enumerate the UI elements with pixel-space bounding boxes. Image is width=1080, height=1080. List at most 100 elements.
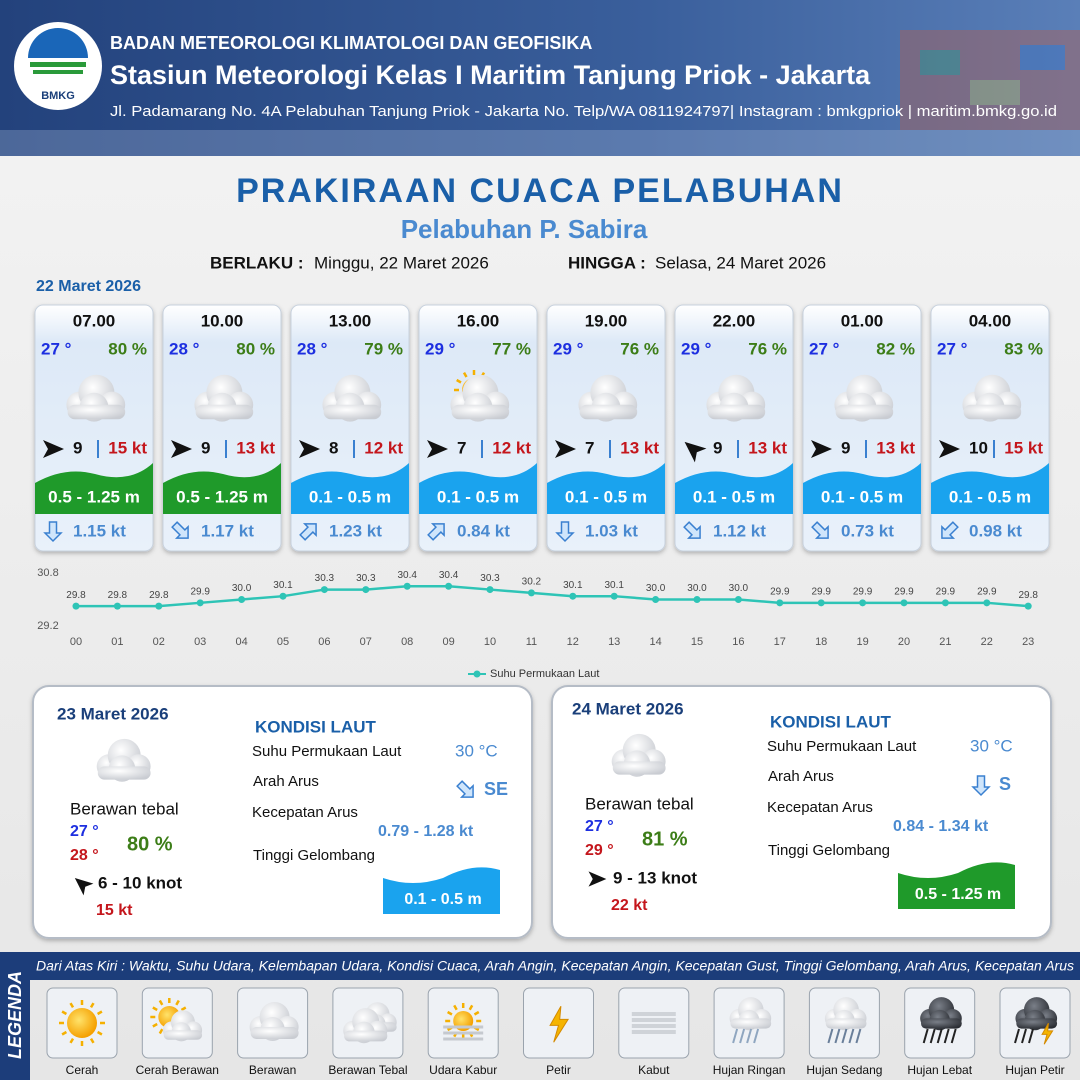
sst-value-label: 30.0 — [232, 583, 252, 594]
wave — [675, 463, 793, 514]
x-tick-label: 05 — [277, 636, 289, 648]
cloud-icon — [1015, 997, 1058, 1031]
sun-ray — [89, 1002, 95, 1009]
rain-drop — [936, 1028, 943, 1044]
rain-drop — [1021, 1028, 1027, 1044]
legend-item: Hujan Petir — [1005, 1063, 1064, 1077]
speed-label: Kecepatan Arus — [252, 804, 358, 821]
rain-drop — [922, 1028, 929, 1044]
humidity: 79 % — [364, 339, 403, 358]
current-arrow — [811, 521, 829, 539]
direction: S — [999, 774, 1011, 794]
sst-value-label: 29.8 — [66, 590, 86, 601]
cloud-icon — [249, 1002, 299, 1041]
x-tick-label: 07 — [360, 636, 372, 648]
current-arrow — [171, 521, 189, 539]
time: 13.00 — [329, 311, 372, 330]
sst-value-label: 30.2 — [522, 577, 542, 588]
x-tick-label: 17 — [774, 636, 786, 648]
sst-value-label: 30.1 — [273, 580, 293, 591]
sst-value-label: 29.8 — [108, 590, 128, 601]
rain-drop — [848, 1028, 855, 1044]
sea-title: KONDISI LAUT — [770, 712, 892, 731]
humidity: 80 % — [236, 339, 275, 358]
current-speed: 0.73 kt — [841, 521, 894, 540]
wave-height: 0.1 - 0.5 m — [693, 487, 775, 506]
wave — [35, 463, 153, 514]
valid-to-label: HINGGA : — [568, 253, 646, 272]
sun-ray — [61, 1030, 68, 1036]
cloud-base — [451, 404, 510, 420]
current-arrow — [683, 521, 701, 539]
gust: 15 kt — [108, 438, 147, 457]
wind-speed: 7 — [457, 438, 466, 457]
cloud-base — [921, 1018, 962, 1029]
rain-drop — [929, 1028, 936, 1044]
gust: 13 kt — [620, 438, 659, 457]
legend-marker — [473, 670, 481, 678]
logo-stripe — [30, 62, 86, 67]
valid-from: Minggu, 22 Maret 2026 — [314, 253, 489, 272]
wave — [931, 463, 1049, 514]
legend-description: Dari Atas Kiri : Waktu, Suhu Udara, Kele… — [36, 959, 1074, 974]
air-temp: 29 ° — [553, 339, 584, 358]
air-temp: 29 ° — [425, 339, 456, 358]
sst-point — [817, 599, 825, 607]
direction-label: Arah Arus — [253, 773, 319, 790]
humidity: 82 % — [876, 339, 915, 358]
logo-text: BMKG — [41, 90, 75, 102]
cloud-base — [323, 404, 382, 420]
wind-arrow — [43, 440, 64, 458]
condition: Berawan tebal — [585, 794, 694, 813]
today-date: 22 Maret 2026 — [36, 278, 141, 295]
current-arrow — [971, 775, 991, 797]
wind-arrow-shape — [74, 877, 94, 896]
sun-ray — [446, 1010, 453, 1016]
sea-title: KONDISI LAUT — [255, 717, 377, 736]
sun-ray — [61, 1010, 68, 1016]
x-tick-label: 23 — [1022, 636, 1034, 648]
time: 16.00 — [457, 311, 500, 330]
sst-point — [610, 592, 618, 600]
wind-arrow — [588, 871, 607, 887]
sst-value-label: 29.8 — [1018, 590, 1038, 601]
station-name: Stasiun Meteorologi Kelas I Maritim Tanj… — [110, 60, 871, 90]
sst-value-label: 29.9 — [894, 586, 914, 597]
sst-point — [776, 599, 784, 607]
current-arrow — [941, 521, 959, 539]
wave — [163, 463, 281, 514]
cloud-icon — [343, 1008, 388, 1044]
day-date: 23 Maret 2026 — [57, 704, 169, 723]
gust: 13 kt — [748, 438, 787, 457]
cloud-base — [344, 1030, 388, 1042]
legend-box — [618, 987, 690, 1059]
gust: 22 kt — [611, 897, 648, 914]
sun-ray — [96, 1010, 103, 1016]
sst-point — [900, 599, 908, 607]
wind-speed: 10 — [969, 438, 988, 457]
rain-drop — [827, 1028, 834, 1044]
current-arrow-shape — [811, 521, 829, 539]
direction: SE — [484, 779, 508, 799]
sst-point — [486, 586, 494, 594]
current-arrow — [555, 521, 575, 543]
current-speed: 1.12 kt — [713, 521, 766, 540]
wave-height: 0.1 - 0.5 m — [565, 487, 647, 506]
temp-max: 29 ° — [585, 842, 614, 859]
rain-drop — [950, 1028, 957, 1044]
cloud-icon — [194, 374, 254, 422]
y-tick-label: 30.8 — [37, 567, 58, 579]
time: 07.00 — [73, 311, 116, 330]
x-tick-label: 03 — [194, 636, 206, 648]
wave-height: 0.5 - 1.25 m — [176, 487, 268, 506]
x-tick-label: 10 — [484, 636, 496, 648]
wind-speed: 7 — [585, 438, 594, 457]
time: 01.00 — [841, 311, 884, 330]
header-band — [0, 0, 1080, 156]
sun-ray — [152, 1022, 158, 1028]
gust: 15 kt — [96, 902, 133, 919]
sst-line — [76, 585, 1029, 608]
legend-title: LEGENDA — [5, 971, 25, 1059]
sst-point — [196, 599, 204, 607]
day-box — [32, 685, 533, 939]
